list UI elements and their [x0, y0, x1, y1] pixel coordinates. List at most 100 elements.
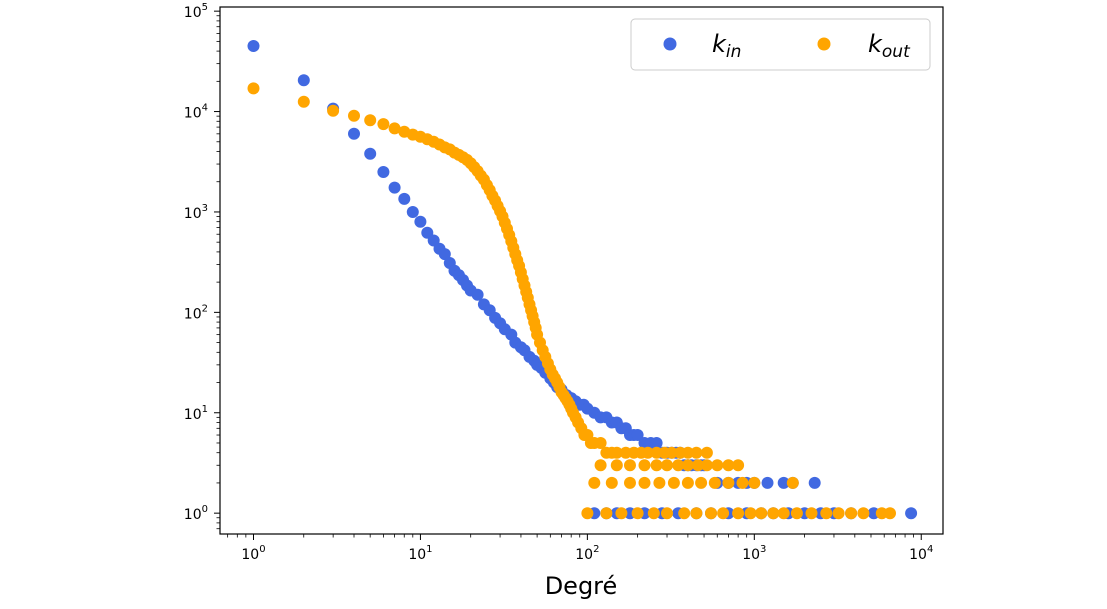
data-point-k-in [777, 476, 790, 489]
data-point-k-out [650, 459, 663, 472]
data-point-k-out [692, 459, 704, 472]
data-point-k-out [700, 446, 713, 459]
data-point-k-out [857, 507, 870, 520]
data-point-k-out [624, 476, 636, 489]
data-point-k-out [690, 507, 703, 520]
data-point-k-in [377, 166, 390, 178]
data-point-k-out [678, 507, 691, 520]
plot-frame [219, 6, 944, 535]
series-k-out [247, 82, 896, 520]
y-tick-label: 103 [184, 203, 208, 222]
points-layer [247, 40, 918, 520]
data-point-k-out [615, 507, 628, 520]
ticks-layer: 100 101 102 103 104 100 101 102 103 104 105 [184, 2, 934, 563]
y-tick-label: 105 [184, 2, 208, 21]
data-point-k-in [438, 248, 451, 261]
legend-box [630, 18, 931, 71]
data-point-k-in [297, 74, 310, 87]
data-point-k-out [708, 476, 721, 489]
data-point-k-out [711, 459, 724, 472]
data-point-k-out [638, 459, 651, 472]
data-point-k-out [641, 446, 654, 459]
data-point-k-in [905, 507, 918, 520]
data-point-k-out [600, 507, 613, 520]
data-point-k-out [777, 507, 790, 520]
data-point-k-out [297, 95, 310, 108]
data-point-k-out [845, 507, 858, 520]
data-point-k-in [808, 476, 821, 489]
data-point-k-out [588, 476, 601, 489]
data-point-k-out [247, 82, 260, 95]
data-point-k-in [388, 181, 401, 194]
data-point-k-in [631, 429, 644, 441]
legend-marker-k-out [817, 37, 831, 51]
data-point-k-in [650, 437, 663, 449]
data-point-k-out [594, 437, 607, 449]
data-point-k-out [832, 507, 845, 520]
y-tick-label: 100 [184, 504, 208, 523]
data-point-k-out [647, 507, 660, 520]
x-tick-label: 103 [742, 544, 766, 563]
legend-label-k-in: kin [712, 30, 741, 62]
data-point-k-out [631, 507, 644, 520]
data-point-k-out [348, 109, 360, 122]
data-point-k-out [377, 118, 390, 131]
data-point-k-out [638, 476, 651, 489]
y-tick-label: 104 [184, 103, 208, 122]
data-point-k-out [653, 476, 666, 489]
data-point-k-out [690, 446, 703, 459]
data-point-k-in [247, 40, 260, 52]
data-point-k-in [471, 288, 484, 301]
data-point-k-out [610, 446, 623, 459]
legend: kin kout [630, 18, 931, 71]
data-point-k-out [736, 476, 749, 489]
data-point-k-out [610, 459, 623, 472]
data-point-k-out [581, 507, 594, 520]
data-point-k-out [744, 507, 757, 520]
data-point-k-out [875, 507, 888, 520]
data-point-k-out [695, 476, 708, 489]
data-point-k-out [605, 476, 618, 489]
data-point-k-out [624, 459, 636, 472]
data-point-k-out [722, 459, 735, 472]
data-point-k-out [681, 446, 694, 459]
data-point-k-out [672, 459, 685, 472]
y-tick-label: 102 [184, 303, 208, 322]
data-point-k-out [820, 507, 833, 520]
data-point-k-out [327, 104, 340, 117]
data-point-k-out [732, 459, 745, 472]
x-tick-label: 104 [909, 544, 933, 563]
data-point-k-out [594, 459, 607, 472]
data-point-k-out [755, 507, 768, 520]
data-point-k-out [665, 446, 678, 459]
data-point-k-out [681, 476, 694, 489]
data-point-k-in [364, 147, 377, 160]
x-tick-label: 102 [575, 544, 599, 563]
y-tick-label: 101 [184, 404, 208, 423]
data-point-k-out [364, 114, 377, 127]
data-point-k-in [761, 476, 774, 489]
series-k-in [247, 40, 918, 520]
data-point-k-out [681, 459, 694, 472]
data-point-k-out [722, 476, 735, 489]
data-point-k-out [748, 476, 761, 489]
data-point-k-out [805, 507, 818, 520]
data-point-k-out [790, 507, 803, 520]
x-tick-label: 101 [408, 544, 432, 563]
data-point-k-in [414, 215, 427, 228]
data-point-k-out [700, 459, 713, 472]
data-point-k-out [717, 507, 730, 520]
x-axis-label: Degré [545, 572, 618, 600]
data-point-k-out [884, 507, 896, 520]
data-point-k-out [786, 476, 799, 489]
data-point-k-in [406, 206, 419, 218]
data-point-k-out [767, 507, 780, 520]
legend-label-k-out: kout [868, 30, 911, 62]
data-point-k-out [388, 122, 401, 135]
data-point-k-in [398, 192, 411, 205]
data-point-k-in [348, 127, 360, 140]
legend-marker-k-in [663, 37, 677, 51]
data-point-k-out [732, 507, 745, 520]
